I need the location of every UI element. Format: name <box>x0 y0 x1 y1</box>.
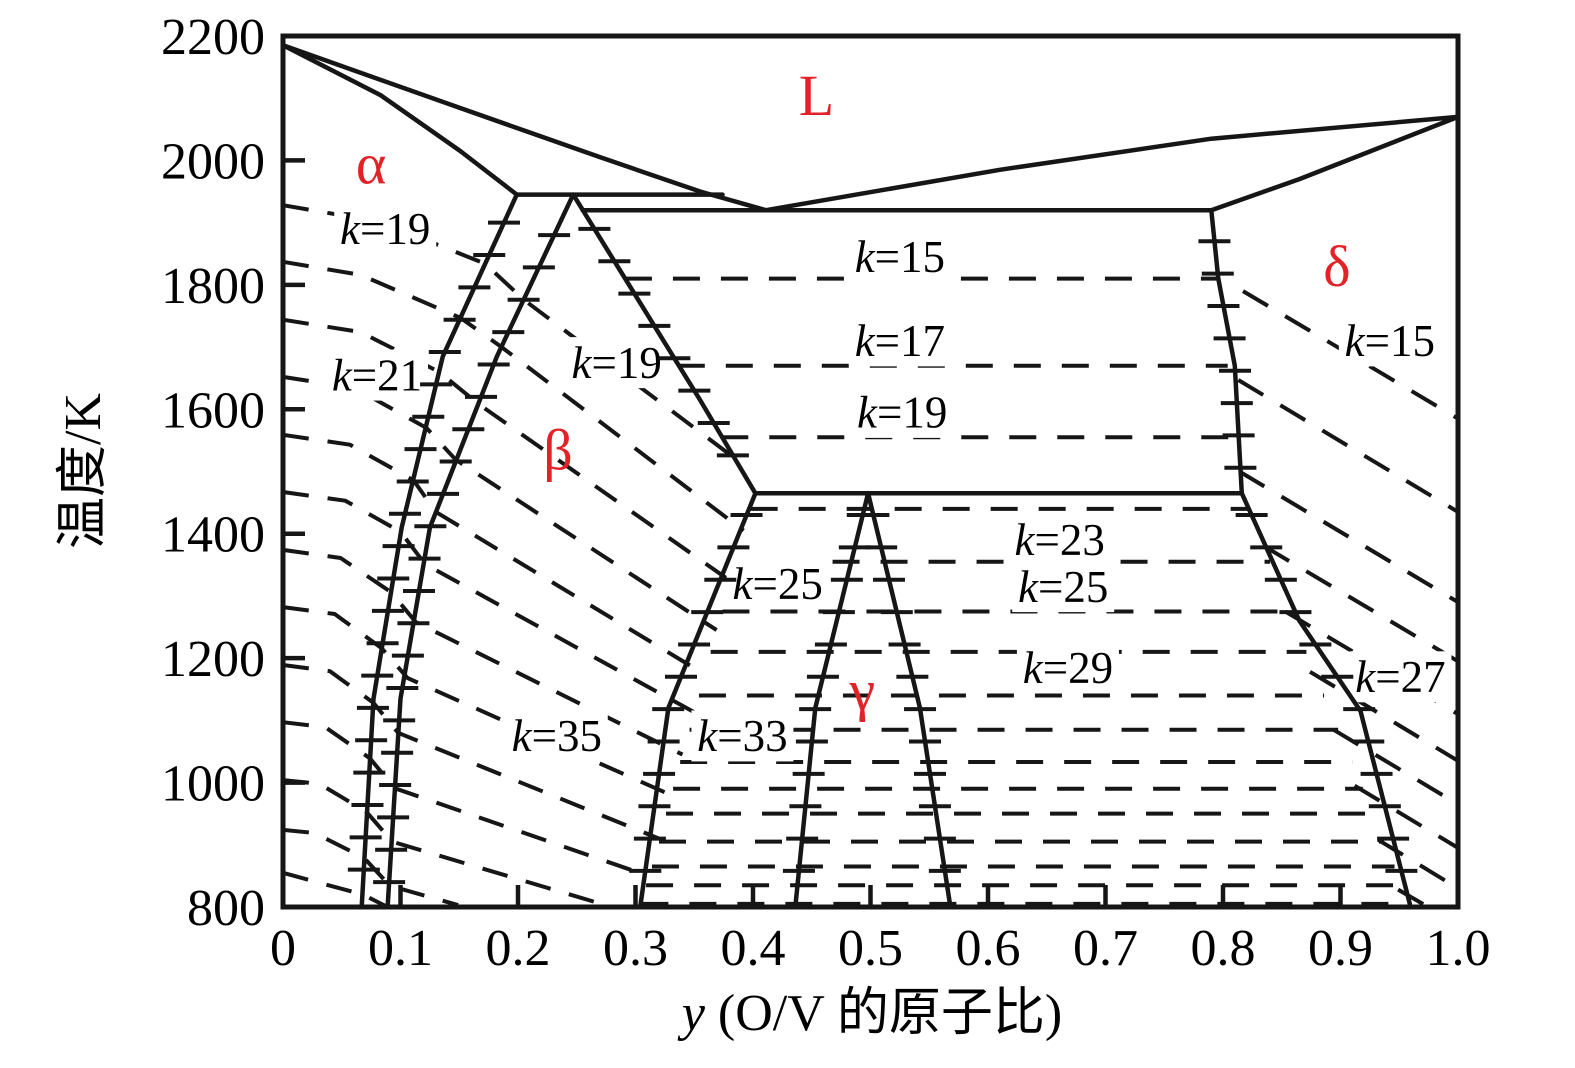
k-label-bg <box>691 710 794 762</box>
phase-labels: α β γ δ L <box>356 63 1351 722</box>
phase-label-L: L <box>799 63 834 128</box>
k-isoline-curve <box>282 827 459 908</box>
k-isoline-diagonal <box>1308 670 1460 763</box>
k-label-bg <box>848 315 951 367</box>
k-label-bg <box>505 710 608 762</box>
y-tick-label: 1000 <box>161 756 265 813</box>
k-label: k=33 <box>697 711 787 761</box>
x-tick-label: 0 <box>270 920 296 977</box>
boundary-delta-solidus <box>1209 114 1461 213</box>
k-isoline-diagonal <box>1237 378 1460 514</box>
k-label-bg <box>726 557 829 609</box>
y-tick-label: 1600 <box>161 382 265 439</box>
k-isoline-curve <box>282 547 684 757</box>
x-tick-label: 0.1 <box>368 920 433 977</box>
y-tick-label: 2000 <box>161 133 265 190</box>
boundary-solidus-left <box>280 43 520 197</box>
x-tick-label: 0.5 <box>838 920 903 977</box>
x-tick-label: 0.8 <box>1191 920 1256 977</box>
y-tick-label: 1200 <box>161 631 265 688</box>
k-isoline-diagonal <box>1238 469 1460 604</box>
x-axis-title: y (O/V 的原子比) <box>677 985 1062 1042</box>
boundary-liquidus-right <box>763 114 1461 213</box>
boundary-delta-left-lower <box>1239 491 1413 907</box>
x-tick-label: 0.2 <box>486 920 551 977</box>
x-tick-label: 0.7 <box>1073 920 1138 977</box>
boundary-alpha-solvus <box>359 192 520 910</box>
k-label: k=15 <box>1345 316 1435 366</box>
k-label-bg <box>1008 514 1111 566</box>
k-label-bg <box>1338 315 1441 367</box>
k-label: k=23 <box>1014 515 1104 565</box>
boundary-gamma-left <box>793 491 871 910</box>
phase-label-γ: γ <box>848 657 875 722</box>
boundary-liquidus-left <box>280 43 769 213</box>
k-label: k=17 <box>855 316 945 366</box>
k-label-bg <box>1016 641 1119 693</box>
y-axis-title: 温度/K <box>55 393 112 549</box>
y-tick-label: 1400 <box>161 507 265 564</box>
k-label-bg <box>848 231 951 283</box>
boundary-gamma-right <box>865 491 953 910</box>
y-tick-label: 1800 <box>161 258 265 315</box>
k-isoline-diagonal <box>1377 838 1460 891</box>
phase-label-δ: δ <box>1323 234 1350 299</box>
k-label: k=21 <box>332 350 422 400</box>
k-label: k=25 <box>732 559 822 609</box>
x-tick-label: 1.0 <box>1426 920 1491 977</box>
k-isoline-diagonal <box>1332 727 1460 807</box>
k-label: k=19 <box>857 388 947 438</box>
x-tick-label: 0.3 <box>603 920 668 977</box>
boundary-beta-gamma-left <box>637 491 758 910</box>
k-label-bg <box>565 337 668 389</box>
k-labels: k=19k=21 k=19k=15k=17k=19k=23k=25k=29k=25… <box>326 203 1452 762</box>
k-isoline-diagonal <box>1353 783 1460 850</box>
k-isoline-curve <box>282 432 705 676</box>
k-label-bg <box>851 386 954 438</box>
k-isoline-curve <box>282 317 731 583</box>
y-tick-label: 2200 <box>161 9 265 66</box>
plot-frame <box>280 33 1461 910</box>
k-label-bg <box>326 349 428 401</box>
x-tick-label: 0.9 <box>1308 920 1373 977</box>
k-isoline-diagonal <box>1263 544 1460 664</box>
boundary-delta-left-upper <box>1209 207 1245 496</box>
phase-label-α: α <box>356 132 386 197</box>
x-tick-label: 0.4 <box>721 920 786 977</box>
k-label-bg <box>1012 561 1115 613</box>
k-label-bg <box>334 203 437 255</box>
boundary-beta-right <box>570 192 758 496</box>
k-label-bg <box>1349 651 1452 703</box>
k-label: k=25 <box>1018 562 1108 612</box>
k-isolines-alpha-beta <box>282 203 745 909</box>
phase-boundaries <box>280 43 1461 910</box>
k-label: k=19 <box>340 204 430 254</box>
k-label: k=35 <box>512 711 602 761</box>
k-label: k=15 <box>855 232 945 282</box>
k-label: k=27 <box>1355 652 1445 702</box>
k-label: k=29 <box>1023 643 1113 693</box>
k-isoline-curve <box>282 870 388 909</box>
axes: 800 1000 1200 1400 1600 1800 2000 2200 0 0.1 0.2 0.… <box>55 9 1491 1042</box>
k-isoline-rows <box>624 276 1410 906</box>
k-label: k=19 <box>572 338 662 388</box>
k-isoline-curve <box>282 490 696 715</box>
k-isoline-diagonal <box>1397 887 1425 907</box>
boundary-beta-solvus-left <box>385 192 576 910</box>
y-tick-label: 800 <box>187 880 265 937</box>
x-tick-label: 0.6 <box>956 920 1021 977</box>
phase-label-β: β <box>543 418 573 483</box>
